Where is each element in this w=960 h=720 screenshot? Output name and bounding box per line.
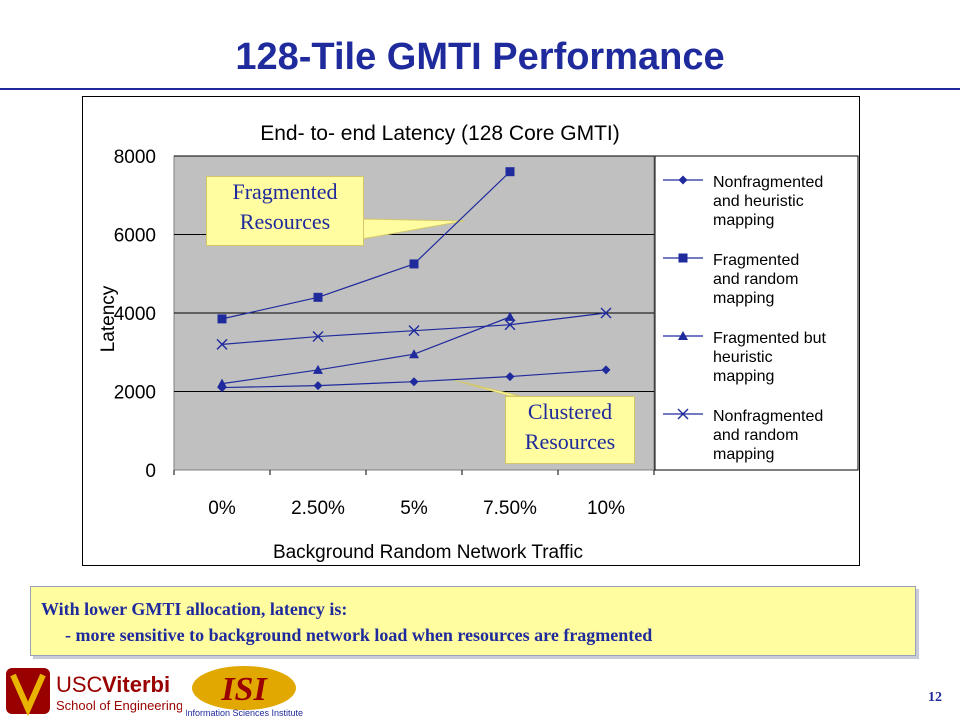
data-point xyxy=(409,259,419,269)
y-tick-label: 4000 xyxy=(114,304,156,325)
data-point xyxy=(601,365,611,375)
x-tick-label: 0% xyxy=(208,498,236,519)
data-point xyxy=(600,307,612,319)
data-point xyxy=(217,378,227,388)
legend-label: and random xyxy=(713,271,798,288)
legend-marker xyxy=(678,253,688,263)
data-point xyxy=(504,319,516,331)
usc-viterbi-logo: USC Viterbi School of Engineering xyxy=(6,668,182,717)
summary-line-2: - more sensitive to background network l… xyxy=(65,625,653,645)
isi-caption-text: Information Sciences Institute xyxy=(186,708,303,718)
y-tick-label: 2000 xyxy=(114,383,156,404)
x-tick-label: 5% xyxy=(400,498,428,519)
series-2 xyxy=(217,167,515,324)
data-point xyxy=(409,349,419,359)
y-tick-label: 6000 xyxy=(114,226,156,247)
summary-box: With lower GMTI allocation, latency is: … xyxy=(30,586,916,656)
legend-label: and heuristic xyxy=(713,193,804,210)
x-axis-label: Background Random Network Traffic xyxy=(273,542,583,563)
data-point xyxy=(313,381,323,391)
data-point xyxy=(313,292,323,302)
x-tick-label: 7.50% xyxy=(483,498,537,519)
title-divider xyxy=(0,88,960,90)
y-tick-label: 8000 xyxy=(114,147,156,168)
callout-clustered-line2: Resources xyxy=(524,429,616,454)
marker-stroke xyxy=(677,408,689,420)
viterbi-wordmark: Viterbi xyxy=(102,672,170,697)
legend-box xyxy=(654,155,859,471)
legend-label: mapping xyxy=(713,212,774,229)
marker-stroke xyxy=(408,325,420,337)
data-point xyxy=(313,364,323,374)
slide-title: 128-Tile GMTI Performance xyxy=(235,36,725,78)
legend-label: Nonfragmented xyxy=(713,174,823,191)
legend-label: and random xyxy=(713,427,798,444)
clustered-resources-callout: Clustered Resources xyxy=(505,396,635,464)
chart-title: End- to- end Latency (128 Core GMTI) xyxy=(260,122,620,145)
data-point xyxy=(216,338,228,350)
school-of-engineering-text: School of Engineering xyxy=(56,698,182,713)
marker-stroke xyxy=(216,338,228,350)
y-axis-label: Latency xyxy=(98,285,119,352)
data-point xyxy=(409,377,419,387)
legend-marker xyxy=(678,331,688,340)
data-point xyxy=(312,331,324,343)
legend-label: heuristic xyxy=(713,349,773,366)
series-4 xyxy=(216,307,612,350)
series-line xyxy=(221,316,511,385)
data-point xyxy=(408,325,420,337)
latency-chart: 0 2000 4000 6000 8000 0% 2.50% 5% 7.50% 10% End- t… xyxy=(82,96,860,566)
series-3 xyxy=(217,311,515,388)
data-point xyxy=(217,314,227,324)
legend-label: mapping xyxy=(713,446,774,463)
marker-stroke xyxy=(312,331,324,343)
data-point xyxy=(505,372,515,382)
series-line xyxy=(221,171,511,320)
callout-clustered-line1: Clustered xyxy=(527,399,613,424)
isi-mark-text: ISI xyxy=(220,671,268,708)
legend-entry: Nonfragmented and random mapping xyxy=(663,408,823,463)
page-number: 12 xyxy=(928,690,942,705)
isi-logo: ISI Information Sciences Institute xyxy=(186,666,303,718)
fragmented-resources-callout: Fragmented Resources xyxy=(206,176,364,246)
legend-marker xyxy=(677,408,689,420)
callout-fragmented-line2: Resources xyxy=(239,209,331,234)
summary-line-1: With lower GMTI allocation, latency is: xyxy=(41,599,348,619)
data-point xyxy=(505,311,515,321)
usc-wordmark: USC xyxy=(56,672,103,697)
callout-fragmented-line1: Fragmented xyxy=(232,179,338,204)
legend-entry: Fragmented and random mapping xyxy=(663,252,799,307)
legend-entry: Nonfragmented and heuristic mapping xyxy=(663,174,823,229)
x-tick-label: 2.50% xyxy=(291,498,345,519)
marker-stroke xyxy=(600,307,612,319)
legend-entry: Fragmented but heuristic mapping xyxy=(663,330,827,385)
legend-marker xyxy=(678,175,688,185)
legend-label: Nonfragmented xyxy=(713,408,823,425)
legend-label: mapping xyxy=(713,290,774,307)
legend-label: Fragmented xyxy=(713,252,799,269)
legend-label: mapping xyxy=(713,368,774,385)
data-point xyxy=(505,167,515,177)
legend-label: Fragmented but xyxy=(713,330,827,347)
x-tick-label: 10% xyxy=(587,498,625,519)
marker-stroke xyxy=(504,319,516,331)
y-tick-label: 0 xyxy=(145,461,156,482)
